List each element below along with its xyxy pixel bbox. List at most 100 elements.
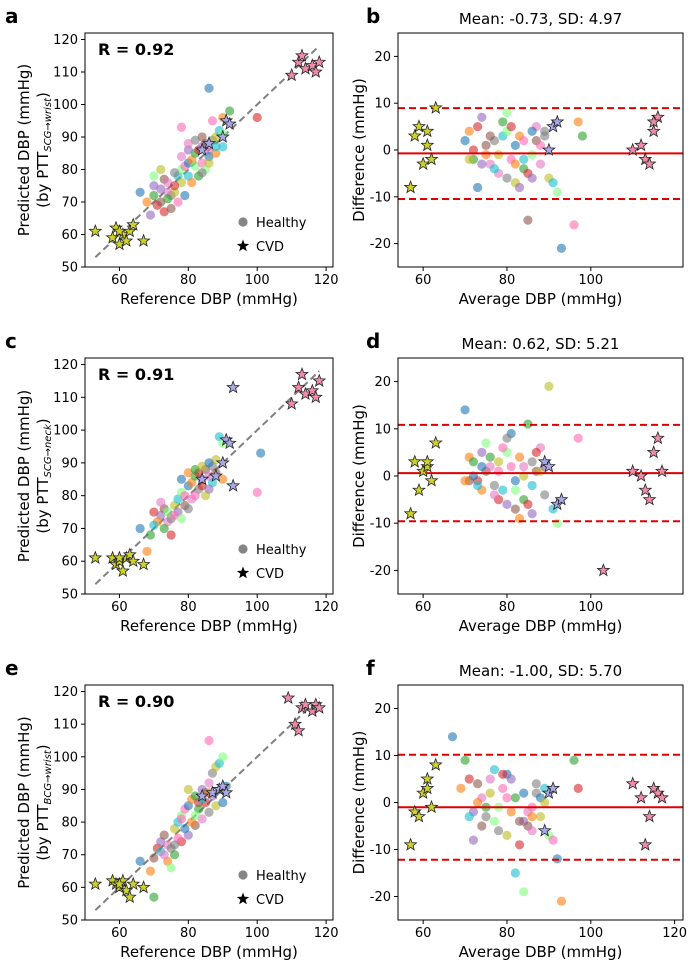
cvd-point (119, 233, 134, 247)
x-tick-label: 100 (245, 600, 270, 615)
healthy-point (464, 154, 474, 164)
healthy-point (535, 159, 546, 169)
cvd-point (537, 823, 552, 837)
y-tick-label: -20 (370, 890, 391, 905)
healthy-point (552, 187, 562, 197)
y-tick-label: 110 (53, 718, 78, 733)
x-tick-label: 80 (180, 926, 197, 941)
healthy-point (556, 896, 567, 906)
panel-f: 60 80 100 120 -20 -10 0 10 20 Average DBP (mmHg) f… (350, 656, 687, 961)
healthy-point (477, 447, 487, 457)
cvd-point (208, 468, 223, 482)
healthy-point (498, 117, 508, 127)
healthy-point (460, 405, 470, 415)
cvd-point (126, 876, 141, 891)
cvd-point (312, 700, 327, 714)
cvd-point (654, 463, 669, 478)
cvd-point (654, 790, 669, 804)
cvd-point (625, 776, 640, 790)
healthy-point (460, 136, 470, 146)
y-tick-label: 20 (374, 702, 391, 717)
healthy-point (176, 177, 187, 188)
y-tick-label: 50 (61, 261, 78, 276)
healthy-point (531, 779, 541, 789)
healthy-point (190, 464, 200, 475)
y-tick-label: 120 (53, 685, 78, 700)
healthy-point (163, 507, 173, 517)
cvd-point (634, 468, 649, 482)
cvd-point (308, 389, 323, 404)
healthy-point (506, 461, 516, 472)
healthy-point (190, 491, 200, 501)
legend-healthy-label: Healthy (256, 869, 307, 884)
x-tick-label: 80 (499, 600, 516, 615)
panel-label: c (5, 329, 17, 353)
healthy-point (540, 131, 550, 141)
y-tick-label: 120 (53, 358, 78, 373)
healthy-point (204, 807, 214, 817)
healthy-point (489, 765, 499, 775)
cvd-point (312, 373, 327, 387)
healthy-point (493, 457, 504, 467)
healthy-point (225, 106, 235, 116)
healthy-point (477, 821, 487, 831)
cvd-point (646, 114, 661, 128)
healthy-point (489, 480, 499, 491)
healthy-point (477, 159, 487, 169)
healthy-point (176, 151, 187, 162)
healthy-point (510, 868, 520, 878)
healthy-point (145, 530, 156, 540)
healthy-point (190, 810, 200, 821)
panel-label: d (366, 329, 380, 353)
plot-area-f (398, 732, 683, 906)
cvd-point (312, 54, 327, 69)
healthy-point (166, 863, 176, 873)
plot-area-b (398, 100, 683, 253)
y-tick-label: 90 (61, 131, 78, 146)
y-tick-label: 0 (383, 796, 391, 811)
healthy-point (447, 732, 458, 742)
panel-e: 60 80 100 120 50 60 70 80 90 100 110 120 Reference D… (5, 656, 339, 961)
healthy-point (207, 116, 218, 126)
healthy-point (498, 485, 508, 495)
cvd-point (642, 156, 657, 171)
healthy-point (204, 778, 214, 788)
cvd-point (126, 553, 141, 568)
cvd-point (403, 837, 418, 851)
healthy-point (481, 140, 491, 150)
cvd-point (215, 455, 230, 469)
cvd-point (115, 563, 130, 578)
panel-c: 60 80 100 120 50 60 70 80 90 100 110 120 Reference D… (5, 329, 339, 635)
y-tick-label: 70 (61, 196, 78, 211)
cvd-point (226, 478, 241, 492)
y-tick-label: 110 (53, 66, 78, 81)
healthy-point (176, 814, 187, 824)
healthy-point (485, 774, 495, 784)
healthy-point (514, 452, 525, 462)
healthy-point (135, 187, 145, 197)
cvd-point (195, 471, 210, 486)
healthy-point (197, 461, 207, 471)
cvd-point (646, 123, 661, 138)
healthy-point (204, 158, 214, 168)
healthy-point (169, 850, 180, 860)
healthy-point (173, 197, 183, 207)
healthy-point (464, 126, 474, 136)
cvd-point (112, 876, 127, 891)
healthy-point (510, 485, 520, 495)
healthy-point (166, 203, 176, 214)
healthy-point (163, 177, 173, 188)
healthy-point (464, 774, 474, 784)
healthy-point (190, 135, 200, 145)
x-axis-label: Average DBP (mmHg) (459, 290, 623, 308)
healthy-point (183, 468, 193, 478)
healthy-point (556, 243, 567, 253)
cvd-point (403, 506, 418, 520)
healthy-point (548, 178, 558, 188)
cvd-point (424, 473, 439, 487)
healthy-point (218, 474, 228, 484)
y-tick-label: 60 (61, 881, 78, 896)
healthy-point (149, 171, 159, 181)
y-tick-label: 10 (374, 749, 391, 764)
healthy-point (252, 487, 262, 497)
